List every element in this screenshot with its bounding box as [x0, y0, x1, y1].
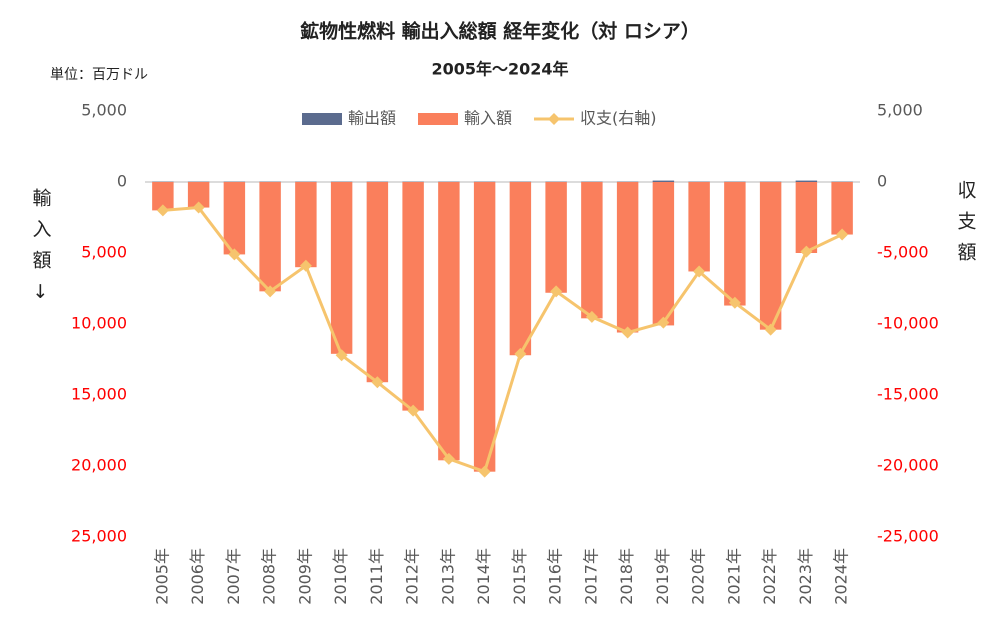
y2-tick-label: -20,000	[877, 456, 939, 475]
marker	[550, 285, 563, 298]
x-tick-label: 2014年	[474, 548, 493, 605]
bar	[295, 182, 317, 268]
legend-label: 収支(右軸)	[580, 109, 657, 128]
bar	[652, 180, 675, 182]
marker	[728, 296, 741, 309]
marker	[335, 349, 348, 362]
bar	[187, 182, 210, 208]
bar	[759, 182, 782, 330]
bar	[688, 182, 710, 272]
y2-tick-label: -10,000	[877, 314, 939, 333]
bar	[366, 182, 389, 383]
x-tick-label: 2021年	[724, 548, 743, 605]
bar	[402, 182, 424, 411]
bar	[652, 182, 675, 326]
x-tick-label: 2018年	[617, 548, 636, 605]
bar	[795, 182, 818, 253]
bar	[438, 182, 460, 461]
y-tick-label: 5,000	[81, 101, 127, 120]
marker	[764, 323, 777, 336]
bar	[509, 182, 532, 356]
y2-tick-label: 5,000	[877, 101, 923, 120]
x-tick-label: 2006年	[188, 548, 207, 605]
legend-label: 輸出額	[348, 109, 396, 128]
y2-axis-label: 収支額	[955, 180, 977, 273]
chart-subtitle: 2005年～2024年	[431, 60, 568, 79]
y2-tick-label: -5,000	[877, 243, 929, 262]
marker	[156, 204, 169, 217]
x-tick-label: 2015年	[510, 548, 529, 605]
y2-tick-label: 0	[877, 172, 887, 191]
x-tick-label: 2012年	[403, 548, 422, 605]
marker	[407, 404, 420, 417]
bar	[330, 182, 353, 354]
marker	[800, 245, 813, 258]
x-tick-label: 2024年	[832, 548, 851, 605]
marker	[192, 201, 205, 214]
unit-label: 単位：百万ドル	[50, 67, 148, 83]
legend-swatch	[302, 113, 342, 125]
y-tick-label: 20,000	[71, 456, 127, 475]
x-tick-label: 2016年	[546, 548, 565, 605]
x-tick-label: 2017年	[581, 548, 600, 605]
marker	[442, 452, 455, 465]
x-tick-label: 2005年	[152, 548, 171, 605]
y2-tick-label: -15,000	[877, 385, 939, 404]
legend-label: 輸入額	[464, 109, 512, 128]
bar	[581, 182, 603, 319]
y-axis-label: 輸入額↓	[30, 188, 52, 315]
x-tick-label: 2009年	[295, 548, 314, 605]
y-tick-label: 15,000	[71, 385, 127, 404]
y-tick-label: 25,000	[71, 527, 127, 546]
line	[162, 205, 843, 474]
x-tick-label: 2022年	[760, 548, 779, 605]
bar	[831, 182, 853, 235]
legend-swatch	[418, 113, 458, 125]
y2-tick-label: -25,000	[877, 527, 939, 546]
marker	[585, 310, 598, 323]
y-tick-label: 0	[117, 172, 127, 191]
bar	[473, 182, 496, 472]
x-tick-label: 2023年	[796, 548, 815, 605]
bar	[223, 182, 246, 255]
bar	[259, 182, 281, 292]
legend-swatch	[548, 113, 560, 125]
marker	[836, 228, 849, 241]
y-tick-label: 10,000	[71, 314, 127, 333]
x-tick-label: 2008年	[260, 548, 279, 605]
marker	[299, 259, 312, 272]
marker	[264, 285, 277, 298]
x-tick-label: 2007年	[224, 548, 243, 605]
marker	[514, 347, 527, 360]
bar	[724, 182, 746, 306]
marker	[478, 465, 491, 478]
marker	[228, 248, 241, 261]
marker	[693, 265, 706, 278]
y-tick-label: 5,000	[81, 243, 127, 262]
x-tick-label: 2020年	[689, 548, 708, 605]
marker	[621, 326, 634, 339]
bar	[152, 182, 174, 211]
bar	[545, 182, 567, 293]
x-tick-label: 2010年	[331, 548, 350, 605]
x-tick-label: 2013年	[438, 548, 457, 605]
bar	[616, 182, 639, 333]
bar	[795, 180, 818, 182]
x-tick-label: 2019年	[653, 548, 672, 605]
x-tick-label: 2011年	[367, 548, 386, 605]
marker	[371, 376, 384, 389]
chart-title: 鉱物性燃料 輸出入総額 経年変化（対 ロシア）	[300, 20, 700, 43]
marker	[657, 316, 670, 329]
